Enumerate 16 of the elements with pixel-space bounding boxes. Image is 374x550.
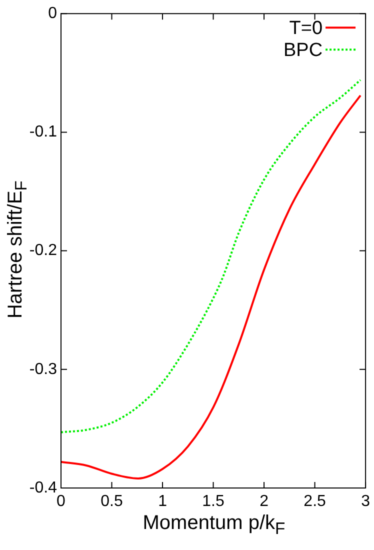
y-tick-label: 0 <box>48 5 58 22</box>
x-axis-title: Momentum p/k$_{F}$ <box>142 512 286 539</box>
y-tick-label: -0.3 <box>29 360 58 378</box>
x-tick-label: 2.5 <box>304 493 326 510</box>
legend-label: BPC <box>283 40 323 61</box>
x-tick-label: 1 <box>158 493 168 510</box>
line-series <box>61 94 362 480</box>
y-tick-label: -0.1 <box>29 124 58 141</box>
line-series <box>61 79 362 434</box>
x-tick-label: 0.5 <box>100 493 123 510</box>
y-tick-label: -0.2 <box>29 242 58 260</box>
x-tick-label: 1.5 <box>202 493 224 510</box>
x-tick-label: 3 <box>361 493 370 510</box>
x-tick-label: 2 <box>260 493 269 510</box>
legend-label: T=0 <box>289 18 323 39</box>
y-tick-label: -0.4 <box>29 479 58 496</box>
